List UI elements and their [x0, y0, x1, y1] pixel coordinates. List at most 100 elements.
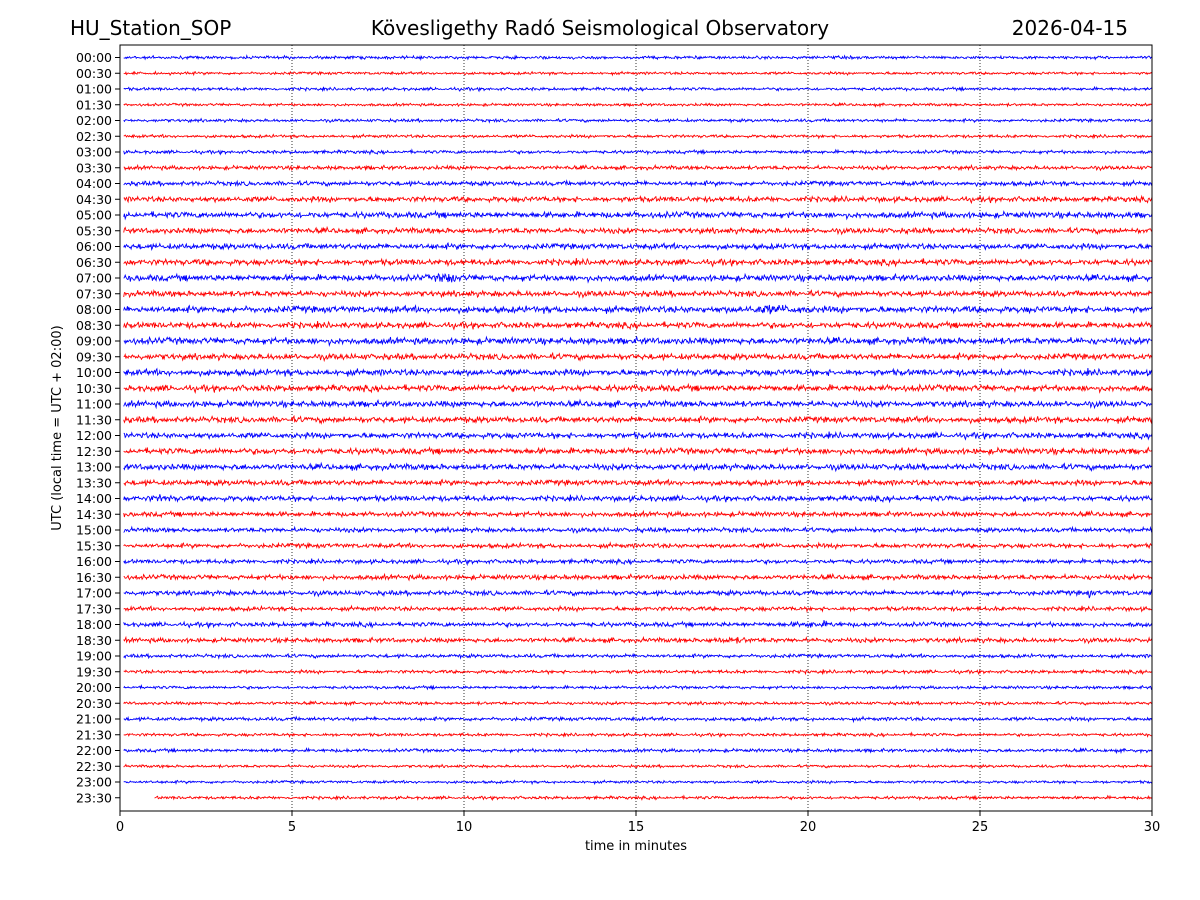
y-tick-label: 11:00	[76, 397, 112, 412]
trace-1530	[123, 541, 1153, 551]
y-tick-label: 17:00	[76, 586, 112, 601]
trace-2000	[123, 684, 1153, 691]
trace-2130	[123, 731, 1153, 739]
y-tick-label: 05:00	[76, 208, 112, 223]
trace-0830	[123, 320, 1153, 331]
y-tick-label: 13:00	[76, 460, 112, 475]
trace-1730	[123, 604, 1153, 614]
y-tick-label: 20:00	[76, 680, 112, 695]
trace-1030	[123, 382, 1153, 394]
y-axis-label: UTC (local time = UTC + 02:00)	[50, 325, 65, 530]
y-tick-label: 09:30	[76, 349, 112, 364]
y-tick-label: 01:00	[76, 82, 112, 97]
x-axis-label: time in minutes	[585, 839, 687, 854]
trace-2100	[123, 715, 1153, 724]
y-tick-label: 21:00	[76, 712, 112, 727]
x-tick-label: 25	[972, 820, 989, 835]
trace-0030	[123, 70, 1153, 77]
trace-1830	[123, 635, 1153, 645]
trace-2330	[154, 794, 1153, 801]
y-tick-label: 06:30	[76, 255, 112, 270]
station-name: HU_Station_SOP	[70, 16, 232, 40]
y-tick-label: 05:30	[76, 223, 112, 238]
trace-0500	[123, 209, 1153, 221]
y-tick-label: 23:30	[76, 790, 112, 805]
y-tick-label: 15:00	[76, 523, 112, 538]
y-tick-label: 18:30	[76, 633, 112, 648]
y-tick-label: 18:00	[76, 617, 112, 632]
y-tick-label: 14:00	[76, 491, 112, 506]
y-tick-label: 20:30	[76, 696, 112, 711]
trace-0430	[123, 194, 1153, 205]
x-tick-label: 20	[800, 820, 817, 835]
trace-2200	[123, 746, 1153, 755]
y-tick-label: 13:30	[76, 475, 112, 490]
y-tick-label: 07:00	[76, 271, 112, 286]
x-tick-label: 0	[116, 820, 124, 835]
y-tick-label: 04:00	[76, 176, 112, 191]
y-tick-label: 19:00	[76, 649, 112, 664]
trace-2300	[123, 779, 1153, 786]
y-axis: 00:0000:3001:0001:3002:0002:3003:0003:30…	[76, 50, 120, 805]
observatory-title: Kövesligethy Radó Seismological Observat…	[370, 16, 830, 40]
trace-1230	[123, 445, 1153, 457]
y-tick-label: 00:00	[76, 50, 112, 65]
y-tick-label: 22:00	[76, 743, 112, 758]
trace-2230	[123, 763, 1153, 770]
y-tick-label: 01:30	[76, 97, 112, 112]
trace-0630	[123, 257, 1153, 268]
y-tick-label: 11:30	[76, 412, 112, 427]
trace-0800	[123, 304, 1153, 315]
trace-0130	[123, 101, 1153, 108]
trace-1400	[123, 494, 1153, 504]
trace-1200	[123, 430, 1153, 441]
trace-0730	[123, 289, 1153, 299]
trace-1900	[123, 652, 1153, 660]
trace-1800	[123, 620, 1153, 630]
y-tick-label: 19:30	[76, 664, 112, 679]
trace-1330	[123, 478, 1153, 488]
record-date: 2026-04-15	[1011, 16, 1128, 40]
trace-1000	[123, 367, 1153, 378]
y-tick-label: 22:30	[76, 759, 112, 774]
y-tick-label: 14:30	[76, 507, 112, 522]
y-tick-label: 15:30	[76, 538, 112, 553]
trace-0200	[123, 117, 1153, 124]
y-tick-label: 10:00	[76, 365, 112, 380]
trace-0300	[123, 148, 1153, 156]
x-tick-label: 5	[288, 820, 296, 835]
trace-0900	[123, 335, 1153, 347]
traces	[123, 54, 1153, 801]
trace-1100	[123, 398, 1153, 410]
x-tick-label: 10	[456, 820, 473, 835]
y-tick-label: 07:30	[76, 286, 112, 301]
y-tick-label: 02:30	[76, 129, 112, 144]
trace-1130	[123, 414, 1153, 425]
trace-0330	[123, 163, 1153, 172]
trace-1600	[123, 557, 1153, 567]
trace-2030	[123, 700, 1153, 707]
y-tick-label: 08:00	[76, 302, 112, 317]
trace-1430	[123, 509, 1153, 519]
y-tick-label: 09:00	[76, 334, 112, 349]
x-tick-label: 30	[1144, 820, 1161, 835]
y-tick-label: 21:30	[76, 727, 112, 742]
y-tick-label: 12:30	[76, 444, 112, 459]
y-tick-label: 08:30	[76, 318, 112, 333]
trace-1700	[123, 588, 1153, 599]
grid	[291, 45, 981, 811]
y-tick-label: 16:30	[76, 570, 112, 585]
trace-0600	[123, 241, 1153, 252]
x-axis: 0 5 10 15 20 25 30	[116, 811, 1160, 835]
trace-0930	[123, 351, 1153, 363]
trace-0530	[123, 225, 1153, 236]
trace-0400	[123, 179, 1153, 188]
y-tick-label: 23:00	[76, 775, 112, 790]
y-tick-label: 00:30	[76, 66, 112, 81]
trace-0000	[123, 54, 1153, 62]
y-tick-label: 17:30	[76, 601, 112, 616]
y-tick-label: 16:00	[76, 554, 112, 569]
y-tick-label: 02:00	[76, 113, 112, 128]
y-tick-label: 03:00	[76, 145, 112, 160]
